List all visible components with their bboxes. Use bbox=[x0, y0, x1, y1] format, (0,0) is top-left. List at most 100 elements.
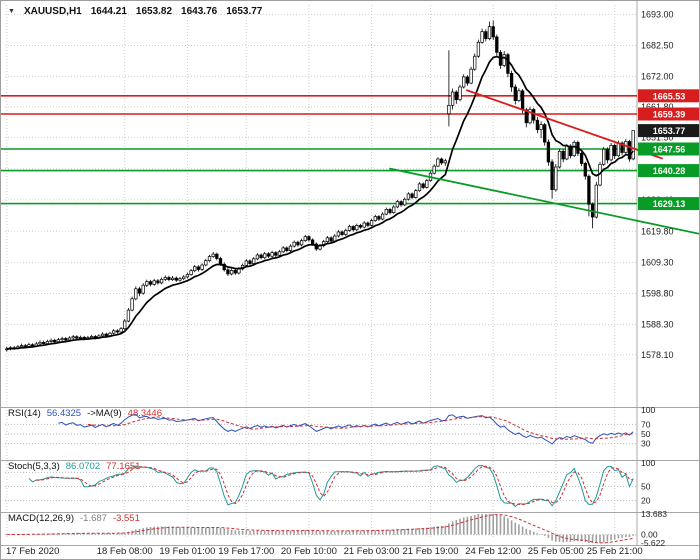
price-badge bbox=[638, 107, 699, 121]
macd-histogram-bar bbox=[223, 528, 225, 535]
candle-body bbox=[156, 280, 160, 284]
candle-body bbox=[196, 266, 201, 270]
macd-histogram-bar bbox=[260, 530, 262, 535]
macd-histogram-bar bbox=[208, 527, 211, 535]
candle-body bbox=[469, 68, 473, 84]
macd-histogram-bar bbox=[79, 533, 82, 535]
macd-histogram-bar bbox=[496, 514, 498, 535]
macd-histogram-bar bbox=[322, 531, 325, 535]
candle-body bbox=[248, 260, 252, 264]
macd-histogram-bar bbox=[87, 533, 89, 535]
macd-histogram-bar bbox=[9, 534, 12, 535]
macd-histogram-bar bbox=[584, 534, 587, 543]
indicator-scale-label: 13.683 bbox=[641, 509, 667, 519]
candle-body bbox=[215, 253, 219, 259]
candle-body bbox=[104, 333, 108, 336]
candle-body bbox=[594, 184, 598, 218]
candle-body bbox=[182, 276, 186, 280]
macd-histogram-bar bbox=[315, 530, 318, 535]
candle-body bbox=[528, 109, 532, 124]
price-badge bbox=[638, 89, 699, 103]
trendline-support bbox=[389, 167, 699, 235]
macd-histogram-bar bbox=[98, 533, 100, 535]
axis-price-label: 1609.30 bbox=[641, 257, 674, 267]
macd-histogram-bar bbox=[230, 529, 233, 535]
macd-histogram-bar bbox=[341, 531, 343, 535]
candle-body bbox=[495, 36, 499, 53]
macd-histogram-bar bbox=[308, 530, 310, 535]
macd-histogram-bar bbox=[271, 530, 273, 535]
candle-body bbox=[252, 258, 256, 264]
candle-body bbox=[358, 225, 363, 228]
candle-body bbox=[299, 240, 304, 246]
candle-body bbox=[454, 91, 458, 101]
candle-body bbox=[174, 277, 178, 281]
macd-histogram-bar bbox=[153, 526, 155, 535]
macd-histogram-bar bbox=[602, 534, 605, 543]
macd-histogram-bar bbox=[112, 533, 115, 535]
time-axis-label: 25 Feb 05:00 bbox=[528, 546, 584, 557]
macd-histogram-bar bbox=[109, 533, 111, 535]
candle-body bbox=[546, 141, 551, 163]
axis-price-label: 1693.00 bbox=[641, 9, 674, 19]
candle-body bbox=[388, 209, 392, 214]
indicator-scale-label: 30 bbox=[641, 439, 651, 449]
candle-body bbox=[211, 253, 215, 257]
macd-histogram-bar bbox=[363, 530, 365, 535]
candle-body bbox=[410, 193, 414, 198]
indicator-scale-label: 50 bbox=[641, 429, 651, 439]
candle-body bbox=[613, 145, 617, 157]
macd-histogram-bar bbox=[182, 527, 185, 535]
candle-body bbox=[148, 281, 153, 285]
candle-body bbox=[620, 142, 624, 153]
macd-histogram-bar bbox=[135, 529, 137, 535]
candle-body bbox=[351, 226, 355, 231]
macd-histogram-bar bbox=[543, 534, 546, 536]
macd-histogram-bar bbox=[532, 531, 535, 535]
macd-histogram-bar bbox=[613, 534, 616, 540]
candle-body bbox=[399, 201, 403, 206]
candle-body bbox=[263, 253, 267, 259]
macd-histogram-bar bbox=[282, 530, 284, 535]
candle-body bbox=[344, 230, 348, 235]
candle-body bbox=[355, 225, 359, 231]
candle-body bbox=[274, 252, 278, 256]
macd-histogram-bar bbox=[455, 520, 458, 535]
macd-histogram-bar bbox=[555, 534, 557, 542]
candle-body bbox=[421, 183, 425, 188]
candle-body bbox=[152, 280, 156, 285]
macd-histogram-bar bbox=[521, 526, 524, 535]
axis-price-label: 1651.50 bbox=[641, 132, 674, 142]
candle-body bbox=[605, 148, 610, 161]
candle-body bbox=[204, 260, 208, 266]
macd-histogram-bar bbox=[499, 515, 502, 535]
candle-body bbox=[259, 254, 263, 259]
candle-body bbox=[602, 148, 606, 165]
candle-body bbox=[506, 54, 510, 74]
macd-histogram-bar bbox=[330, 531, 332, 535]
macd-histogram-bar bbox=[160, 526, 163, 535]
candle-body bbox=[535, 119, 540, 131]
macd-histogram-bar bbox=[337, 531, 340, 535]
macd-histogram-bar bbox=[193, 527, 196, 535]
candle-body bbox=[458, 86, 462, 101]
candle-body bbox=[325, 237, 330, 243]
candle-body bbox=[71, 336, 75, 339]
macd-histogram-bar bbox=[407, 528, 410, 535]
macd-histogram-bar bbox=[175, 527, 178, 535]
macd-histogram-bar bbox=[488, 514, 491, 535]
macd-histogram-bar bbox=[293, 530, 295, 535]
candle-body bbox=[159, 278, 164, 284]
axis-price-label: 1588.30 bbox=[641, 320, 674, 330]
macd-histogram-bar bbox=[300, 530, 303, 535]
macd-histogram-bar bbox=[39, 533, 41, 535]
axis-price-label: 1661.80 bbox=[641, 102, 674, 112]
indicator-scale-label: 100 bbox=[641, 458, 655, 468]
macd-histogram-bar bbox=[149, 527, 152, 535]
macd-histogram-bar bbox=[466, 516, 469, 535]
macd-histogram-bar bbox=[157, 526, 159, 535]
candle-body bbox=[447, 105, 451, 115]
macd-histogram-bar bbox=[632, 534, 634, 536]
macd-histogram-bar bbox=[94, 533, 97, 535]
